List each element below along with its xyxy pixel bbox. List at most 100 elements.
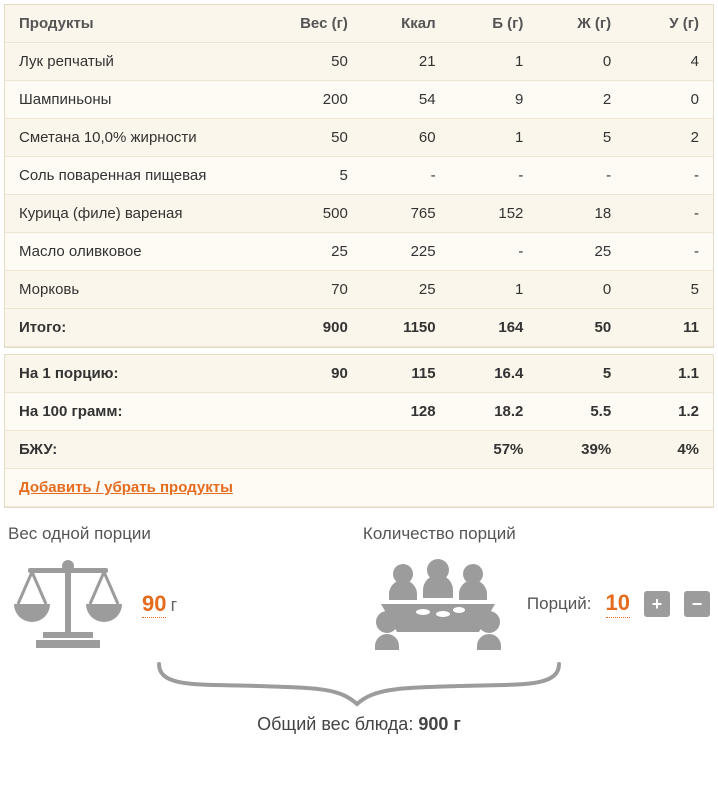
- table-row: Лук репчатый5021104: [5, 43, 713, 81]
- col-protein: Б (г): [450, 5, 538, 43]
- col-weight: Вес (г): [274, 5, 362, 43]
- cell: Соль поваренная пищевая: [5, 157, 274, 195]
- cell: -: [537, 157, 625, 195]
- cell: На 1 порцию:: [5, 355, 274, 393]
- cell: 90: [274, 355, 362, 393]
- ingredients-table: Продукты Вес (г) Ккал Б (г) Ж (г) У (г) …: [5, 5, 713, 347]
- portions-increment-button[interactable]: +: [644, 591, 670, 617]
- summary-row: БЖУ: 57%39%4%: [5, 431, 713, 469]
- cell: Морковь: [5, 271, 274, 309]
- portions-value[interactable]: 10: [606, 590, 630, 618]
- col-fat: Ж (г): [537, 5, 625, 43]
- total-row: Итого:90011501645011: [5, 309, 713, 347]
- table-row: Масло оливковое25225-25-: [5, 233, 713, 271]
- portions-decrement-button[interactable]: −: [684, 591, 710, 617]
- portions-label: Порций:: [527, 594, 592, 614]
- total-weight-line: Общий вес блюда: 900 г: [0, 714, 718, 749]
- cell: 164: [450, 309, 538, 347]
- header-row: Продукты Вес (г) Ккал Б (г) Ж (г) У (г): [5, 5, 713, 43]
- cell: 2: [625, 119, 713, 157]
- cell: 1: [450, 271, 538, 309]
- portion-weight-col: Вес одной порции: [8, 524, 353, 654]
- ingredients-table-wrap: Продукты Вес (г) Ккал Б (г) Ж (г) У (г) …: [4, 4, 714, 348]
- cell: 200: [274, 81, 362, 119]
- cell: 0: [537, 271, 625, 309]
- cell: 39%: [537, 431, 625, 469]
- cell: -: [625, 195, 713, 233]
- cell: Лук репчатый: [5, 43, 274, 81]
- cell: Курица (филе) вареная: [5, 195, 274, 233]
- cell: [274, 393, 362, 431]
- cell: 225: [362, 233, 450, 271]
- cell: 4%: [625, 431, 713, 469]
- cell: -: [625, 157, 713, 195]
- summary-table: На 1 порцию:9011516.451.1На 100 грамм:12…: [5, 355, 713, 507]
- cell: 1: [450, 43, 538, 81]
- cell: 54: [362, 81, 450, 119]
- summary-row: На 1 порцию:9011516.451.1: [5, 355, 713, 393]
- cell: 5.5: [537, 393, 625, 431]
- cell: 50: [274, 43, 362, 81]
- cell: 0: [625, 81, 713, 119]
- cell: 25: [362, 271, 450, 309]
- col-carbs: У (г): [625, 5, 713, 43]
- cell: На 100 грамм:: [5, 393, 274, 431]
- cell: Сметана 10,0% жирности: [5, 119, 274, 157]
- edit-products-link[interactable]: Добавить / убрать продукты: [19, 479, 233, 496]
- cell: 18.2: [450, 393, 538, 431]
- cell: 50: [274, 119, 362, 157]
- cell: 152: [450, 195, 538, 233]
- cell: БЖУ:: [5, 431, 274, 469]
- cell: -: [625, 233, 713, 271]
- brace-wrap: [0, 658, 718, 708]
- cell: 128: [362, 393, 450, 431]
- brace-icon: [139, 658, 579, 708]
- portions-section: Вес одной порции: [0, 512, 718, 654]
- scale-icon: [8, 554, 128, 654]
- table-row: Морковь7025105: [5, 271, 713, 309]
- cell: -: [362, 157, 450, 195]
- portion-count-col: Количество порций: [363, 524, 710, 654]
- summary-row: На 100 грамм: 12818.25.51.2: [5, 393, 713, 431]
- people-table-icon: [363, 554, 513, 654]
- cell: 1: [450, 119, 538, 157]
- cell: [362, 431, 450, 469]
- portion-weight-value[interactable]: 90: [142, 591, 166, 618]
- cell: 1.1: [625, 355, 713, 393]
- cell: 5: [537, 355, 625, 393]
- portion-weight-title: Вес одной порции: [8, 524, 353, 544]
- cell: 11: [625, 309, 713, 347]
- cell: 70: [274, 271, 362, 309]
- table-row: Шампиньоны20054920: [5, 81, 713, 119]
- cell: 57%: [450, 431, 538, 469]
- cell: 115: [362, 355, 450, 393]
- cell: 18: [537, 195, 625, 233]
- table-row: Курица (филе) вареная50076515218-: [5, 195, 713, 233]
- cell: 25: [537, 233, 625, 271]
- cell: [274, 431, 362, 469]
- cell: 900: [274, 309, 362, 347]
- cell: 4: [625, 43, 713, 81]
- portion-count-title: Количество порций: [363, 524, 710, 544]
- cell: 25: [274, 233, 362, 271]
- table-row: Сметана 10,0% жирности5060152: [5, 119, 713, 157]
- col-product: Продукты: [5, 5, 274, 43]
- table-row: Соль поваренная пищевая5----: [5, 157, 713, 195]
- cell: 16.4: [450, 355, 538, 393]
- cell: 1150: [362, 309, 450, 347]
- cell: 5: [625, 271, 713, 309]
- cell: Масло оливковое: [5, 233, 274, 271]
- cell: 1.2: [625, 393, 713, 431]
- cell: 5: [274, 157, 362, 195]
- total-weight-unit: г: [453, 714, 461, 734]
- summary-table-wrap: На 1 порцию:9011516.451.1На 100 грамм:12…: [4, 354, 714, 508]
- cell: 9: [450, 81, 538, 119]
- cell: 0: [537, 43, 625, 81]
- total-weight-value: 900: [418, 714, 448, 734]
- cell: -: [450, 233, 538, 271]
- cell: 765: [362, 195, 450, 233]
- cell: 21: [362, 43, 450, 81]
- cell: 5: [537, 119, 625, 157]
- cell: Итого:: [5, 309, 274, 347]
- cell: -: [450, 157, 538, 195]
